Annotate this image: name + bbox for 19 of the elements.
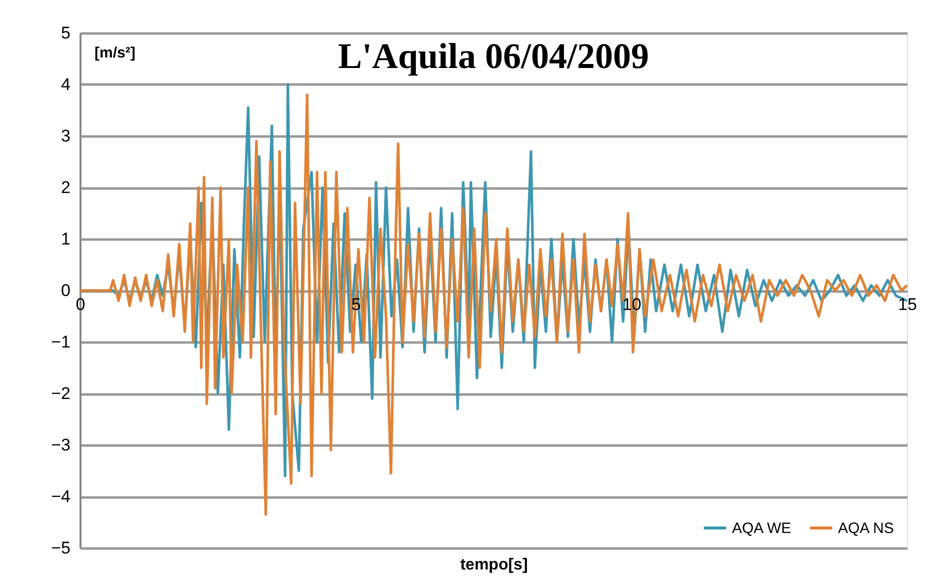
x-tick-label: 5 xyxy=(351,295,361,314)
y-tick-label: 0 xyxy=(61,281,70,300)
y-tick-label: −2 xyxy=(51,384,70,403)
y-axis-title: [m/s²] xyxy=(94,44,136,62)
y-tick-label: 3 xyxy=(61,126,70,146)
y-tick-label: 4 xyxy=(61,75,70,94)
y-tick-label: 2 xyxy=(61,178,70,197)
y-tick-label: 1 xyxy=(61,230,70,248)
y-tick-label: −5 xyxy=(51,538,70,558)
y-tick-label: −4 xyxy=(51,487,70,506)
y-tick-label: 5 xyxy=(61,24,70,42)
x-tick-label: 15 xyxy=(898,295,917,314)
legend-label: AQA WE xyxy=(732,520,792,537)
x-axis-title: tempo[s] xyxy=(460,556,528,574)
x-tick-label: 0 xyxy=(76,295,86,314)
legend-label: AQA NS xyxy=(838,520,894,537)
y-tick-label: −3 xyxy=(51,436,70,454)
y-tick-label: −1 xyxy=(51,332,70,352)
chart-title: L'Aquila 06/04/2009 xyxy=(338,36,650,76)
